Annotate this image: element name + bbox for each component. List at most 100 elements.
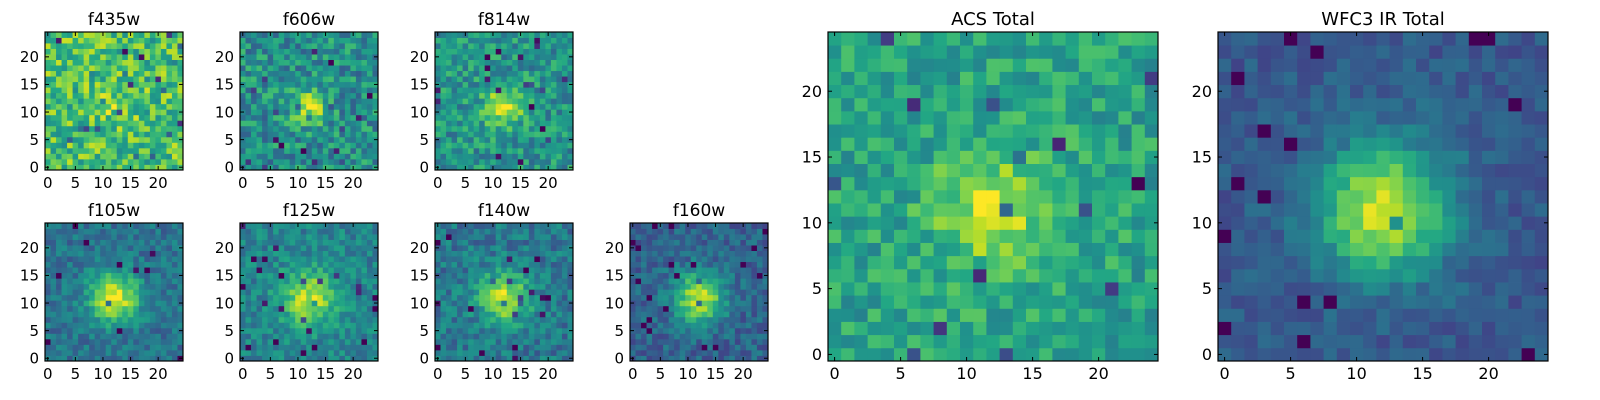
heatmap-cell [67, 164, 73, 171]
heatmap-cell [674, 283, 681, 290]
heatmap-cell [245, 245, 252, 251]
heatmap-cell [1118, 268, 1132, 283]
heatmap-cell [83, 142, 90, 149]
heatmap-cell [484, 294, 491, 301]
heatmap-cell [127, 125, 134, 132]
heatmap-cell [567, 114, 574, 121]
heatmap-cell [501, 327, 508, 334]
heatmap-cell [116, 338, 123, 345]
heatmap-cell [333, 37, 340, 44]
heatmap-cell [663, 289, 670, 296]
heatmap-cell [479, 98, 486, 105]
heatmap-cell [712, 228, 719, 235]
heatmap-cell [501, 283, 508, 290]
heatmap-cell [473, 283, 480, 290]
heatmap-cell [556, 153, 563, 160]
heatmap-cell [45, 322, 51, 329]
heatmap-cell [729, 294, 736, 301]
heatmap-cell [333, 158, 340, 165]
heatmap-cell [854, 216, 868, 230]
heatmap-cell [495, 261, 502, 268]
heatmap-cell [707, 245, 714, 251]
heatmap-cell [999, 150, 1014, 164]
heatmap-cell [289, 114, 296, 121]
heatmap-cell [251, 294, 257, 301]
heatmap-cell [446, 103, 452, 110]
heatmap-cell [740, 327, 747, 334]
heatmap-cell [534, 344, 541, 351]
heatmap-cell [484, 239, 491, 246]
heatmap-cell [762, 228, 769, 235]
heatmap-cell [567, 278, 574, 285]
y-tick-label: 10 [20, 103, 39, 121]
heatmap-cell [339, 294, 346, 301]
heatmap-cell [567, 65, 574, 72]
heatmap-cell [322, 92, 329, 99]
heatmap-cell [679, 327, 686, 334]
heatmap-cell [339, 349, 346, 356]
heatmap-cell [501, 125, 508, 132]
heatmap-cell [690, 283, 697, 290]
heatmap-cell [663, 338, 670, 345]
heatmap-cell [160, 223, 167, 229]
heatmap-cell [344, 333, 351, 340]
heatmap-cell [262, 223, 268, 229]
heatmap-cell [556, 322, 563, 329]
heatmap-cell [539, 322, 546, 329]
heatmap-cell [160, 261, 167, 268]
heatmap-cell [960, 308, 974, 322]
heatmap-cell [828, 216, 842, 230]
heatmap-cell [762, 223, 769, 229]
heatmap-cell [350, 131, 357, 138]
heatmap-cell [100, 70, 107, 77]
heatmap-cell [339, 87, 346, 94]
heatmap-cell [273, 294, 280, 301]
heatmap-cell [300, 32, 307, 38]
heatmap-cell [262, 267, 268, 274]
heatmap-cell [344, 92, 351, 99]
heatmap-cell [122, 125, 129, 132]
heatmap-cell [495, 43, 502, 49]
x-tick-label: 15 [121, 174, 140, 192]
heatmap-cell [630, 322, 636, 329]
heatmap-cell [350, 349, 357, 356]
heatmap-cell [734, 223, 741, 229]
heatmap-cell [745, 316, 752, 323]
heatmap-cell [701, 278, 708, 285]
heatmap-cell [539, 261, 546, 268]
heatmap-cell [646, 267, 653, 274]
heatmap-cell [361, 327, 368, 334]
heatmap-cell [267, 76, 274, 83]
heatmap-cell [484, 289, 491, 296]
heatmap-cell [668, 305, 675, 312]
heatmap-cell [333, 103, 340, 110]
heatmap-cell [251, 59, 257, 66]
heatmap-cell [473, 142, 480, 149]
heatmap-cell [355, 142, 362, 149]
heatmap-cell [372, 147, 379, 154]
heatmap-cell [105, 37, 112, 44]
heatmap-cell [155, 76, 162, 83]
heatmap-cell [56, 289, 62, 296]
heatmap-cell [100, 158, 107, 165]
heatmap-cell [366, 223, 373, 229]
heatmap-cell [539, 109, 546, 116]
heatmap-cell [663, 316, 670, 323]
heatmap-cell [556, 147, 563, 154]
heatmap-cell [517, 338, 524, 345]
heatmap-cell [56, 32, 62, 38]
heatmap-cell [344, 37, 351, 44]
heatmap-cell [245, 250, 252, 257]
heatmap-cell [451, 261, 458, 268]
heatmap-cell [144, 300, 151, 307]
heatmap-cell [306, 114, 313, 121]
heatmap-cell [457, 37, 463, 44]
heatmap-cell [451, 103, 458, 110]
heatmap-cell [111, 278, 118, 285]
heatmap-cell [56, 43, 62, 49]
heatmap-cell [245, 234, 252, 240]
heatmap-cell [149, 228, 156, 235]
heatmap-cell [556, 223, 563, 229]
heatmap-cell [78, 333, 85, 340]
heatmap-cell [333, 81, 340, 88]
